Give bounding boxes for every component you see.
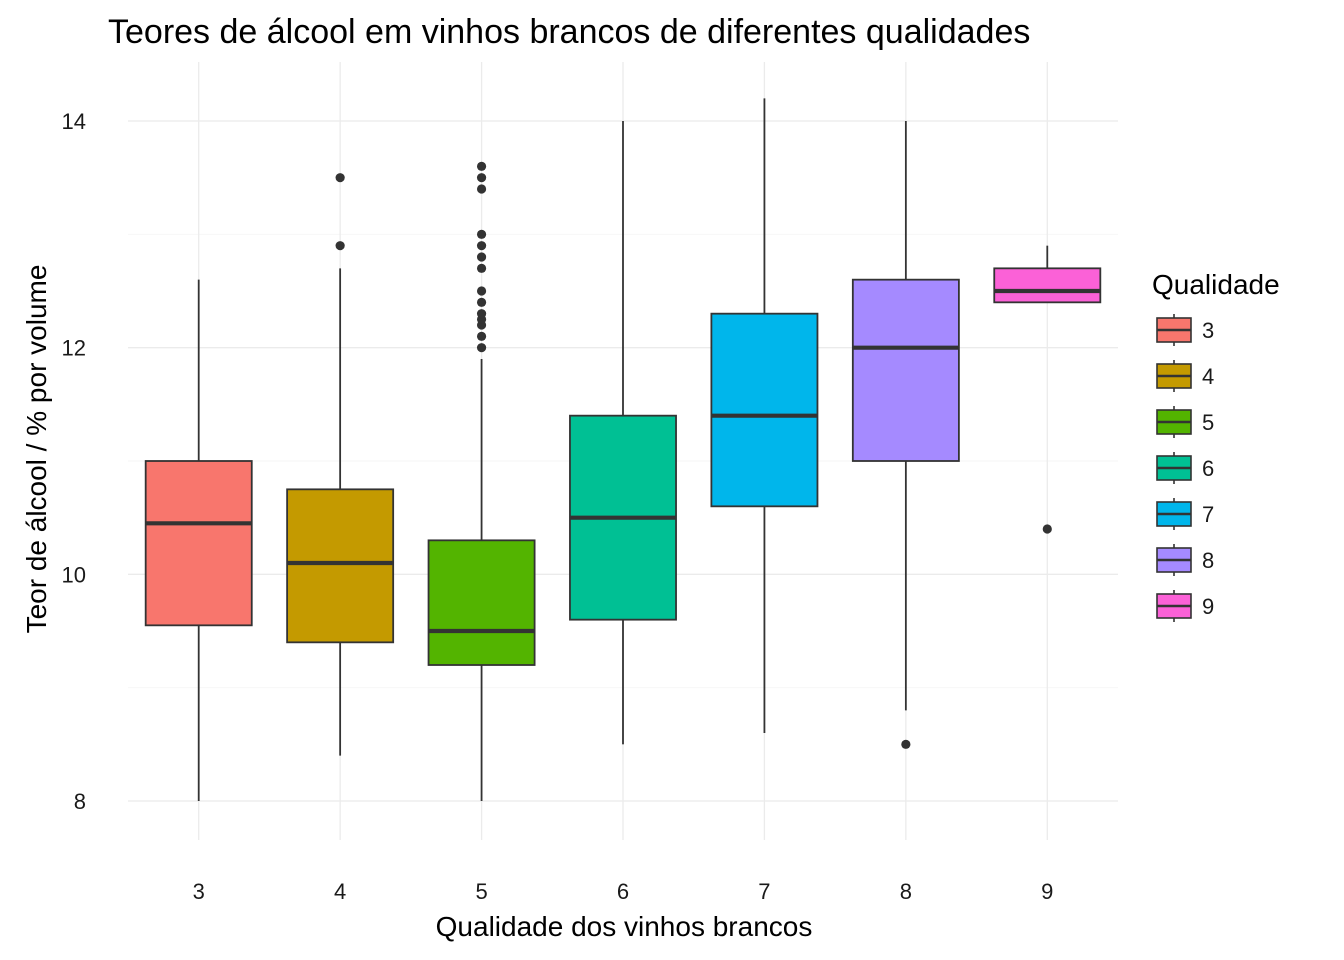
outlier-point: [476, 286, 487, 296]
x-axis: 3 4 5 6 7 8 9: [193, 879, 1054, 904]
box-3: [144, 279, 253, 801]
x-tick-label: 5: [475, 879, 487, 904]
box-5: [427, 161, 536, 801]
legend-key-5: 5: [1156, 406, 1214, 438]
x-axis-label: Qualidade dos vinhos brancos: [436, 911, 813, 942]
box-7: [710, 98, 819, 733]
outlier-point: [476, 173, 487, 183]
y-axis: 8 10 12 14: [62, 109, 86, 814]
outlier-point: [476, 252, 487, 262]
outlier-point: [476, 297, 487, 307]
x-tick-label: 6: [617, 879, 629, 904]
outlier-point: [476, 161, 487, 171]
box-body: [993, 267, 1102, 304]
legend-label: 9: [1202, 594, 1214, 619]
outlier-point: [476, 184, 487, 194]
chart-title: Teores de álcool em vinhos brancos de di…: [108, 13, 1030, 51]
box-8: [851, 121, 960, 749]
legend-key-7: 7: [1156, 498, 1214, 530]
box-body: [427, 539, 536, 666]
outlier-point: [335, 241, 345, 251]
box-body: [710, 312, 819, 508]
box-body: [851, 278, 960, 462]
legend-key-4: 4: [1156, 360, 1214, 392]
box-body: [286, 488, 395, 644]
boxes: [144, 98, 1102, 801]
legend-label: 8: [1202, 548, 1214, 573]
y-axis-label: Teor de álcool / % por volume: [21, 265, 52, 634]
y-tick-label: 14: [62, 109, 86, 134]
legend-key-9: 9: [1156, 590, 1214, 622]
y-tick-label: 12: [62, 336, 86, 361]
x-tick-label: 8: [900, 879, 912, 904]
outlier-point: [901, 739, 911, 749]
outlier-point: [335, 173, 345, 183]
legend-label: 4: [1202, 364, 1214, 389]
x-tick-label: 4: [334, 879, 346, 904]
x-tick-label: 9: [1041, 879, 1053, 904]
legend-key-3: 3: [1156, 314, 1214, 346]
legend-label: 5: [1202, 410, 1214, 435]
outlier-point: [476, 331, 487, 341]
box-9: [993, 245, 1102, 534]
x-tick-label: 7: [758, 879, 770, 904]
outlier-point: [476, 229, 487, 239]
x-tick-label: 3: [193, 879, 205, 904]
outlier-point: [1042, 524, 1052, 534]
legend-title: Qualidade: [1152, 269, 1280, 300]
box-6: [569, 121, 677, 745]
y-tick-label: 8: [74, 789, 86, 814]
box-body: [144, 460, 253, 627]
outlier-point: [476, 241, 487, 251]
box-4: [286, 173, 395, 756]
legend-label: 6: [1202, 456, 1214, 481]
legend-label: 3: [1202, 318, 1214, 343]
outlier-point: [476, 343, 487, 353]
legend-key-8: 8: [1156, 544, 1214, 576]
legend: Qualidade 3 4 5 6 7 8 9: [1152, 269, 1280, 622]
outlier-point: [476, 263, 487, 273]
legend-key-6: 6: [1156, 452, 1214, 484]
y-tick-label: 10: [62, 562, 86, 587]
legend-label: 7: [1202, 502, 1214, 527]
outlier-point: [476, 309, 487, 319]
